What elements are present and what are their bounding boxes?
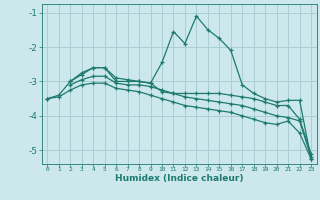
- X-axis label: Humidex (Indice chaleur): Humidex (Indice chaleur): [115, 174, 244, 183]
